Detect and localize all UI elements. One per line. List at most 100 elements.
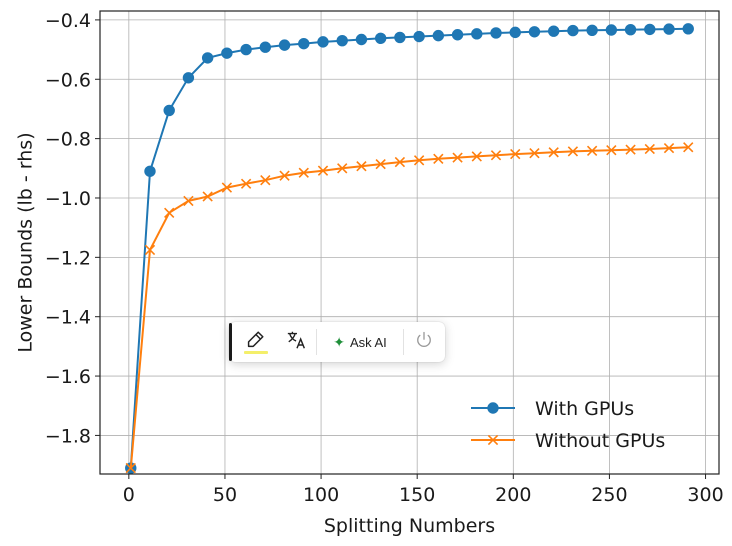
- plot-series: [125, 23, 694, 474]
- y-tick-label: −1.6: [45, 366, 91, 388]
- data-point: [202, 191, 213, 202]
- data-point: [682, 23, 694, 35]
- data-point: [605, 24, 618, 36]
- data-point: [451, 29, 464, 41]
- axis-ticks: 0 50 100 150 200 250 300 −1.8 −1.6 −1.4 −1.2 −1.0 −0…: [45, 10, 724, 506]
- data-point: [471, 28, 483, 40]
- data-point: [452, 152, 463, 163]
- data-point: [471, 151, 482, 162]
- data-point: [606, 145, 617, 156]
- toolbar-divider: [316, 329, 317, 355]
- data-point: [317, 36, 329, 48]
- ask-ai-label: Ask AI: [349, 334, 387, 350]
- translate-button[interactable]: [278, 322, 316, 362]
- plot-frame: [99, 10, 720, 475]
- data-point: [298, 37, 310, 50]
- data-point: [259, 41, 272, 53]
- legend-label: Without GPUs: [535, 430, 665, 452]
- data-point: [144, 165, 156, 177]
- data-point: [644, 143, 655, 155]
- legend-marker: [487, 434, 499, 446]
- power-icon: [414, 330, 434, 355]
- data-point: [529, 147, 540, 159]
- data-point: [337, 163, 348, 174]
- power-button[interactable]: [404, 322, 444, 362]
- data-point: [586, 24, 598, 36]
- data-point: [278, 39, 291, 51]
- y-axis-title: Lower Bounds (lb - rhs): [15, 132, 37, 352]
- drag-handle[interactable]: [229, 323, 232, 361]
- data-point: [413, 155, 425, 166]
- data-point: [586, 145, 598, 156]
- x-tick-label: 0: [123, 484, 135, 506]
- data-point: [164, 207, 175, 218]
- y-tick-label: −1.8: [45, 425, 91, 447]
- data-point: [644, 23, 656, 36]
- x-tick-label: 50: [213, 484, 237, 506]
- legend-marker: [487, 402, 499, 414]
- sparkle-icon: ✦: [333, 333, 345, 350]
- floating-toolbar: ✦ Ask AI: [229, 322, 445, 362]
- data-point: [221, 182, 233, 193]
- data-point: [433, 153, 444, 164]
- data-point: [240, 43, 252, 56]
- data-point: [528, 26, 541, 38]
- y-tick-label: −1.2: [45, 247, 91, 269]
- data-point: [510, 148, 521, 160]
- data-point: [240, 178, 252, 189]
- legend: With GPUs Without GPUs: [471, 398, 665, 452]
- x-axis-title: Splitting Numbers: [324, 515, 495, 537]
- data-point: [375, 158, 386, 170]
- y-tick-label: −1.0: [45, 188, 91, 210]
- toolbar-divider: [403, 329, 404, 355]
- data-point: [125, 462, 136, 474]
- data-point: [221, 47, 233, 59]
- data-point: [144, 244, 156, 256]
- data-point: [432, 29, 445, 42]
- data-point: [663, 142, 675, 154]
- series-with-gpus: [125, 23, 694, 474]
- data-point: [356, 161, 367, 172]
- legend-label: With GPUs: [535, 398, 634, 420]
- data-point: [260, 175, 271, 186]
- highlighter-icon: [244, 329, 266, 356]
- data-point: [490, 150, 502, 161]
- data-point: [490, 27, 502, 39]
- data-point: [663, 23, 675, 35]
- data-point: [624, 23, 637, 36]
- data-point: [625, 144, 636, 155]
- x-tick-label: 150: [399, 484, 435, 506]
- data-point: [298, 167, 309, 178]
- data-point: [509, 26, 521, 39]
- y-tick-label: −1.4: [45, 307, 91, 329]
- data-point: [374, 32, 387, 45]
- x-tick-label: 300: [687, 484, 723, 506]
- series-without-gpus: [125, 142, 694, 474]
- data-point: [548, 147, 559, 158]
- data-point: [567, 24, 579, 37]
- ask-ai-button[interactable]: ✦ Ask AI: [317, 322, 403, 362]
- data-point: [163, 104, 175, 117]
- x-tick-label: 200: [495, 484, 531, 506]
- data-point: [394, 31, 406, 44]
- series-line: [129, 146, 689, 469]
- y-tick-label: −0.6: [45, 69, 91, 91]
- data-point: [683, 142, 694, 153]
- translate-icon: [286, 329, 308, 356]
- data-point: [182, 72, 195, 84]
- data-point: [394, 156, 406, 168]
- data-point: [336, 34, 348, 47]
- highlight-color-bar: [244, 351, 268, 354]
- data-point: [279, 170, 290, 181]
- data-point: [355, 33, 368, 46]
- x-tick-label: 250: [591, 484, 627, 506]
- data-point: [547, 25, 560, 37]
- data-point: [183, 195, 194, 207]
- y-tick-label: −0.8: [45, 129, 91, 151]
- data-point: [201, 52, 214, 64]
- x-tick-label: 100: [303, 484, 339, 506]
- y-tick-label: −0.4: [45, 10, 91, 32]
- highlighter-button[interactable]: [232, 322, 278, 362]
- data-point: [317, 165, 329, 176]
